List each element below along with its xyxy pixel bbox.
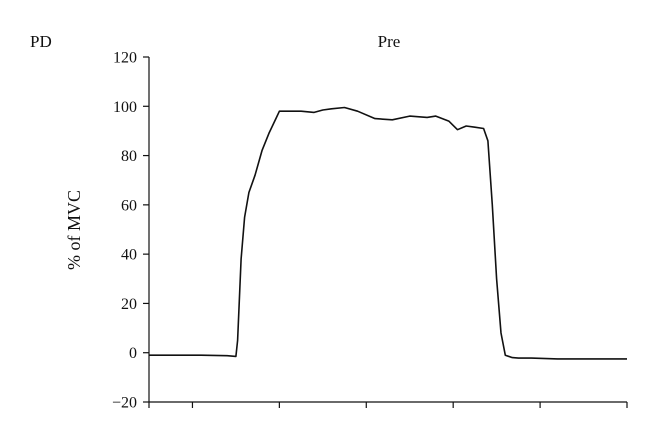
panel-label: PD [30, 32, 52, 51]
x-ticks [148, 402, 628, 408]
series-group [149, 106, 627, 360]
axes [148, 57, 627, 403]
y-axis-label: % of MVC [64, 190, 84, 270]
y-tick-label: 0 [129, 345, 137, 362]
y-tick-label: −20 [112, 395, 137, 412]
y-tick-label: 120 [113, 50, 137, 67]
y-tick-label: 100 [113, 99, 137, 116]
y-tick-label: 40 [121, 247, 137, 264]
chart-title: Pre [378, 32, 401, 51]
series-line [149, 106, 627, 360]
y-tick-label: 20 [121, 296, 137, 313]
y-tick-label: 60 [121, 197, 137, 214]
y-ticks: −20 0 20 40 60 80 100 120 [112, 50, 149, 412]
y-tick-label: 80 [121, 148, 137, 165]
